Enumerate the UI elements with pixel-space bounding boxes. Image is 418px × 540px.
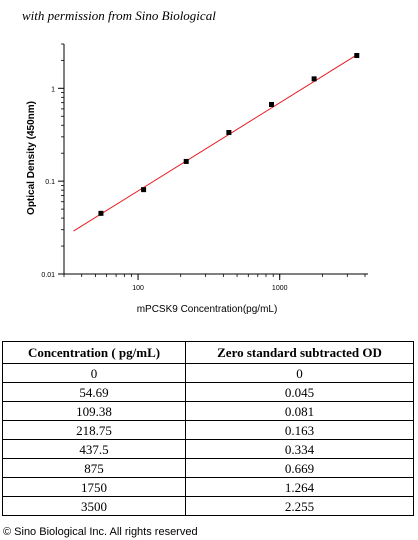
x-tick-label: 1000 [272, 285, 288, 292]
table-row: 875 0.669 [1, 458, 414, 478]
standard-data-table: Concentration ( pg/mL) Zero standard sub… [1, 341, 414, 516]
data-point [226, 130, 232, 136]
table-row: 109.38 0.081 [1, 401, 414, 421]
y-tick-label: 1 [51, 86, 55, 93]
table-row: 437.5 0.334 [1, 439, 414, 459]
data-points [98, 53, 360, 216]
y-tick-label: 0.01 [41, 272, 55, 279]
column-header-concentration: Concentration ( pg/mL) [1, 341, 187, 364]
cell-concentration: 3500 [1, 496, 187, 516]
data-point [183, 158, 189, 164]
table-row: 218.75 0.163 [1, 420, 414, 440]
data-point [141, 187, 147, 193]
data-point [98, 210, 104, 216]
cell-od: 0.669 [185, 458, 414, 478]
x-axis-label: mPCSK9 Concentration(pg/mL) [137, 304, 278, 315]
chart-ticks: 100 1000 0.01 0.1 1 [41, 43, 366, 292]
cell-concentration: 875 [1, 458, 187, 478]
column-header-od: Zero standard subtracted OD [185, 341, 414, 364]
cell-concentration: 54.69 [1, 382, 187, 402]
table-row: 3500 2.255 [1, 496, 414, 516]
permission-note: with permission from Sino Biological [22, 8, 216, 23]
cell-od: 1.264 [185, 477, 414, 497]
table-header-row: Concentration ( pg/mL) Zero standard sub… [1, 341, 414, 364]
table-row: 1750 1.264 [1, 477, 414, 497]
cell-od: 0.334 [185, 439, 414, 459]
cell-concentration: 218.75 [1, 420, 187, 440]
fit-line [73, 53, 359, 232]
cell-od: 0.081 [185, 401, 414, 421]
copyright-notice: © Sino Biological Inc. All rights reserv… [3, 526, 198, 538]
x-tick-label: 100 [132, 285, 144, 292]
cell-od: 0 [185, 363, 414, 383]
data-point [269, 102, 275, 108]
cell-concentration: 109.38 [1, 401, 187, 421]
y-tick-label: 0.1 [45, 179, 55, 186]
data-point [311, 76, 317, 82]
standard-curve-chart: 100 1000 0.01 0.1 1 mPCSK9 Concentration(pg/… [26, 43, 368, 315]
data-point [354, 53, 360, 59]
cell-concentration: 437.5 [1, 439, 187, 459]
chart-axes [63, 44, 368, 275]
cell-concentration: 1750 [1, 477, 187, 497]
cell-od: 2.255 [185, 496, 414, 516]
cell-od: 0.045 [185, 382, 414, 402]
cell-od: 0.163 [185, 420, 414, 440]
cell-concentration: 0 [1, 363, 187, 383]
fit-line-group [73, 53, 359, 232]
y-axis-label: Optical Density (450nm) [26, 101, 37, 215]
table-row: 54.69 0.045 [1, 382, 414, 402]
